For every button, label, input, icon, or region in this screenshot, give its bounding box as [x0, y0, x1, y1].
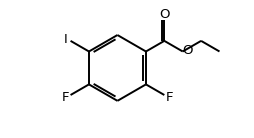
Text: F: F — [166, 91, 173, 104]
Text: F: F — [61, 91, 69, 104]
Text: I: I — [64, 33, 67, 46]
Text: O: O — [182, 44, 193, 57]
Text: O: O — [159, 8, 170, 22]
